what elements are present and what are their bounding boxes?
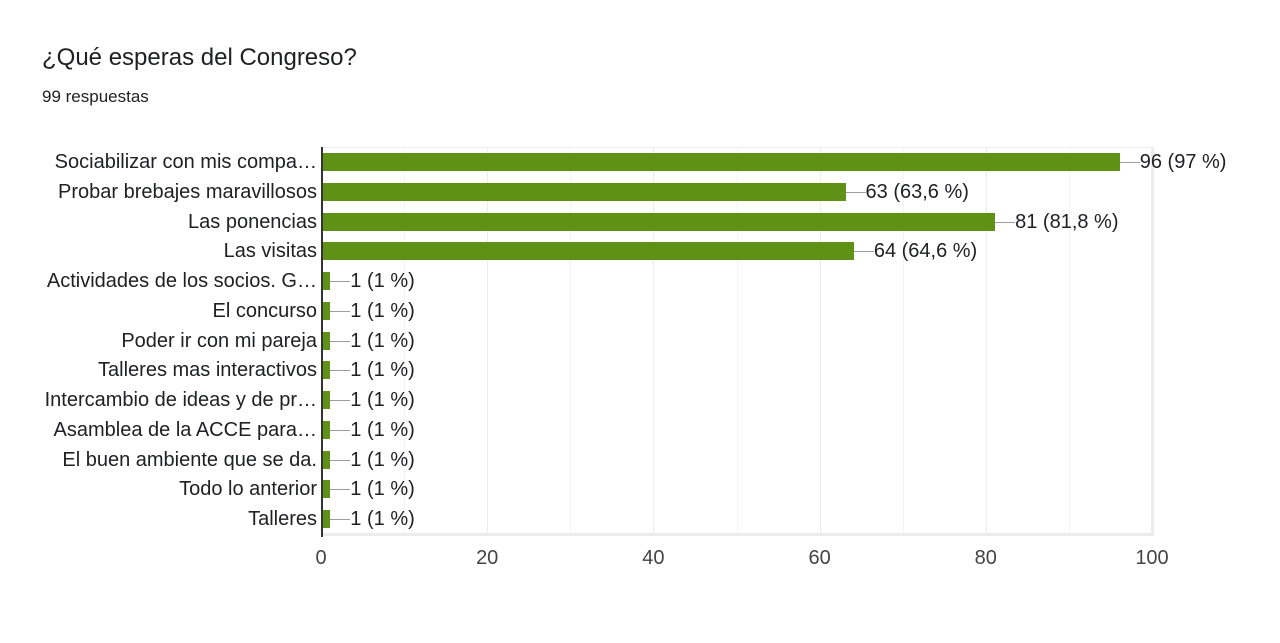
bar[interactable] xyxy=(322,153,1120,171)
category-label: Todo lo anterior xyxy=(179,478,317,501)
category-label: Las visitas xyxy=(223,240,317,263)
bar-row: 96 (97 %) xyxy=(321,151,1226,173)
bar[interactable] xyxy=(322,331,331,350)
plot-frame-bottom xyxy=(321,533,1154,536)
bar-row: 63 (63,6 %) xyxy=(321,180,1152,203)
x-tick-label: 80 xyxy=(974,547,997,569)
data-label: 63 (63,6 %) xyxy=(865,180,969,203)
gridline xyxy=(736,147,738,533)
label-leader-line xyxy=(330,340,351,342)
label-leader-line xyxy=(330,519,351,520)
gridline xyxy=(404,147,406,533)
category-label: Talleres xyxy=(248,508,317,530)
gridline xyxy=(819,147,821,533)
bar[interactable] xyxy=(322,212,996,231)
category-label: Asamblea de la ACCE para… xyxy=(53,418,317,441)
data-label: 81 (81,8 %) xyxy=(1015,210,1119,233)
label-leader-line xyxy=(330,429,351,431)
data-label: 1 (1 %) xyxy=(350,478,415,501)
bar-row: 1 (1 %) xyxy=(321,448,1152,471)
response-count: 99 respuestas xyxy=(42,87,149,106)
bar-row: 64 (64,6 %) xyxy=(321,240,1152,263)
data-label: 1 (1 %) xyxy=(350,329,415,352)
chart-title: ¿Qué esperas del Congreso? xyxy=(42,44,357,71)
data-label: 1 (1 %) xyxy=(350,508,415,530)
category-label: Sociabilizar con mis compa… xyxy=(54,151,317,173)
label-leader-line xyxy=(330,400,351,401)
label-leader-line xyxy=(330,281,351,282)
bar[interactable] xyxy=(322,272,331,290)
x-tick-label: 20 xyxy=(476,547,499,569)
x-tick-label: 40 xyxy=(642,547,665,569)
bar-row: 1 (1 %) xyxy=(321,299,1152,322)
label-leader-line xyxy=(1119,162,1140,163)
category-label: Intercambio de ideas y de pr… xyxy=(44,389,317,411)
gridline xyxy=(1068,147,1070,533)
gridline xyxy=(487,147,489,533)
bar[interactable] xyxy=(322,242,854,261)
bar-row: 1 (1 %) xyxy=(321,270,1152,292)
bar-row: 1 (1 %) xyxy=(321,359,1152,382)
data-label: 64 (64,6 %) xyxy=(873,240,978,263)
category-label: El concurso xyxy=(212,299,318,322)
data-label: 1 (1 %) xyxy=(350,270,415,292)
gridline xyxy=(653,147,655,533)
category-label: Probar brebajes maravillosos xyxy=(57,180,317,203)
data-label: 1 (1 %) xyxy=(350,299,415,322)
bar[interactable] xyxy=(322,391,331,409)
bar[interactable] xyxy=(322,301,331,320)
label-leader-line xyxy=(853,251,874,253)
category-label: Poder ir con mi pareja xyxy=(121,329,317,352)
data-label: 96 (97 %) xyxy=(1139,151,1227,173)
x-tick-label: 100 xyxy=(1135,547,1169,569)
category-label: Talleres mas interactivos xyxy=(98,359,317,382)
bar-row: 1 (1 %) xyxy=(321,478,1152,501)
label-leader-line xyxy=(330,370,351,372)
gridline xyxy=(985,147,987,533)
label-leader-line xyxy=(330,489,351,491)
data-label: 1 (1 %) xyxy=(350,389,415,411)
plot-area: 96 (97 %) 63 (63,6 %) 81 (81,8 %) 64 (64,6 … xyxy=(321,147,1226,537)
gridline xyxy=(570,147,572,533)
plot-frame-right xyxy=(1151,147,1154,535)
category-label: Actividades de los socios. G… xyxy=(46,270,317,292)
x-tick-label: 0 xyxy=(315,547,327,569)
label-leader-line xyxy=(995,221,1016,223)
x-tick-label: 60 xyxy=(808,547,831,569)
bar[interactable] xyxy=(322,450,331,469)
bar[interactable] xyxy=(322,182,846,201)
bar-row: 1 (1 %) xyxy=(321,389,1152,411)
bar[interactable] xyxy=(322,420,331,439)
data-label: 1 (1 %) xyxy=(350,359,415,382)
category-label: Las ponencias xyxy=(188,210,317,233)
gridline xyxy=(902,147,904,533)
bar-row: 1 (1 %) xyxy=(321,418,1152,441)
y-axis-line xyxy=(321,147,323,537)
category-label: El buen ambiente que se da. xyxy=(62,448,317,471)
bar-row: 81 (81,8 %) xyxy=(321,210,1152,233)
data-label: 1 (1 %) xyxy=(350,448,415,471)
label-leader-line xyxy=(330,310,351,312)
bar-row: 1 (1 %) xyxy=(321,508,1152,530)
label-leader-line xyxy=(845,191,866,193)
bar-row: 1 (1 %) xyxy=(321,329,1152,352)
data-label: 1 (1 %) xyxy=(350,418,415,441)
bar[interactable] xyxy=(322,510,331,528)
label-leader-line xyxy=(330,459,351,461)
bar[interactable] xyxy=(322,480,331,499)
bar[interactable] xyxy=(322,361,331,380)
